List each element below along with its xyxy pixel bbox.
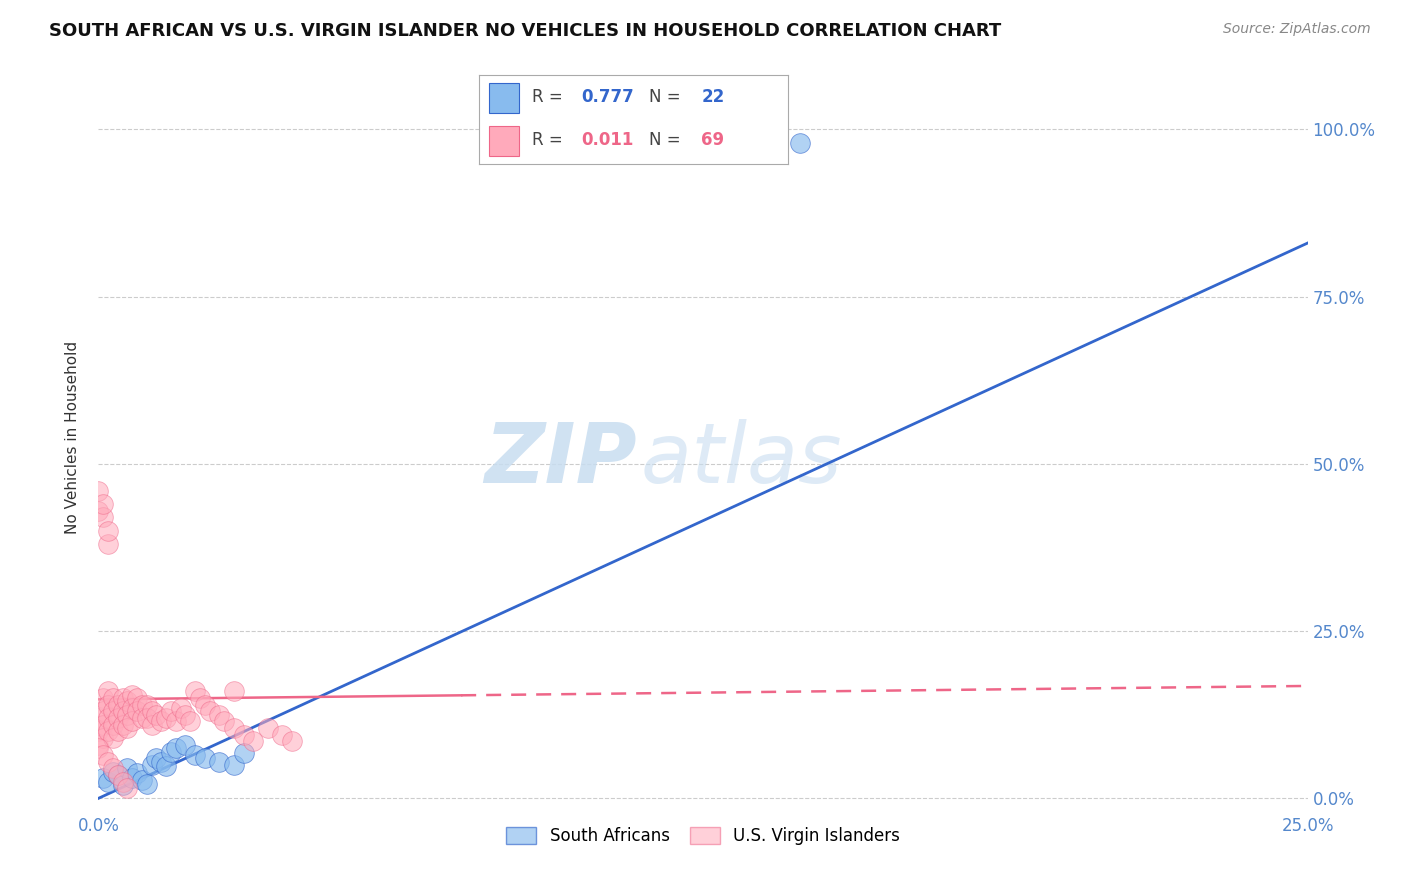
Point bbox=[135, 698, 157, 712]
Point bbox=[87, 738, 110, 752]
Point bbox=[131, 711, 153, 725]
Y-axis label: No Vehicles in Household: No Vehicles in Household bbox=[65, 341, 80, 533]
Point bbox=[141, 717, 163, 731]
Text: atlas: atlas bbox=[640, 419, 842, 500]
Point bbox=[91, 747, 114, 762]
Point bbox=[198, 705, 221, 719]
Point bbox=[111, 774, 134, 789]
Point bbox=[256, 721, 278, 735]
Point bbox=[135, 711, 157, 725]
Point bbox=[121, 714, 143, 729]
Point bbox=[101, 717, 124, 731]
Point bbox=[107, 698, 129, 712]
Point bbox=[232, 728, 254, 742]
Point bbox=[91, 705, 114, 719]
Point bbox=[101, 764, 124, 779]
Point bbox=[117, 781, 139, 796]
Point bbox=[208, 707, 231, 722]
Point bbox=[111, 717, 134, 731]
Point bbox=[87, 724, 110, 739]
Point bbox=[87, 483, 110, 498]
Point bbox=[107, 711, 129, 725]
Point bbox=[117, 761, 139, 775]
Point bbox=[155, 711, 177, 725]
Point bbox=[169, 701, 191, 715]
Point bbox=[107, 768, 129, 782]
Text: SOUTH AFRICAN VS U.S. VIRGIN ISLANDER NO VEHICLES IN HOUSEHOLD CORRELATION CHART: SOUTH AFRICAN VS U.S. VIRGIN ISLANDER NO… bbox=[49, 22, 1001, 40]
Point bbox=[101, 761, 124, 775]
Point bbox=[160, 744, 183, 758]
Point bbox=[141, 705, 163, 719]
Point bbox=[97, 755, 120, 769]
Point bbox=[111, 705, 134, 719]
Point bbox=[101, 691, 124, 706]
Point bbox=[87, 711, 110, 725]
Point bbox=[91, 497, 114, 511]
Point bbox=[101, 731, 124, 746]
Point bbox=[107, 768, 129, 782]
Point bbox=[150, 714, 173, 729]
Point bbox=[789, 136, 811, 150]
Point bbox=[111, 691, 134, 706]
Point bbox=[97, 537, 120, 551]
Point bbox=[160, 705, 183, 719]
Point bbox=[97, 774, 120, 789]
Point bbox=[174, 738, 197, 752]
Point bbox=[91, 771, 114, 786]
Point bbox=[145, 707, 167, 722]
Text: ZIP: ZIP bbox=[484, 419, 637, 500]
Point bbox=[121, 771, 143, 786]
Point bbox=[222, 684, 245, 698]
Point bbox=[155, 759, 177, 773]
Point bbox=[271, 728, 294, 742]
Point bbox=[188, 691, 211, 706]
Point bbox=[222, 721, 245, 735]
Point bbox=[174, 707, 197, 722]
Point bbox=[127, 765, 149, 780]
Text: Source: ZipAtlas.com: Source: ZipAtlas.com bbox=[1223, 22, 1371, 37]
Point bbox=[222, 758, 245, 772]
Point bbox=[121, 701, 143, 715]
Point bbox=[97, 724, 120, 739]
Point bbox=[87, 741, 110, 756]
Point bbox=[212, 714, 235, 729]
Point bbox=[131, 772, 153, 787]
Point bbox=[91, 731, 114, 746]
Point bbox=[135, 776, 157, 791]
Point bbox=[184, 747, 207, 762]
Point bbox=[127, 705, 149, 719]
Point bbox=[117, 694, 139, 708]
Point bbox=[165, 741, 187, 756]
Point bbox=[91, 510, 114, 524]
Point bbox=[165, 714, 187, 729]
Point bbox=[150, 755, 173, 769]
Point bbox=[97, 711, 120, 725]
Point bbox=[208, 755, 231, 769]
Point bbox=[194, 751, 217, 765]
Point bbox=[145, 751, 167, 765]
Point bbox=[111, 778, 134, 792]
Point bbox=[91, 717, 114, 731]
Point bbox=[101, 705, 124, 719]
Point bbox=[97, 684, 120, 698]
Point bbox=[127, 691, 149, 706]
Point bbox=[107, 724, 129, 739]
Point bbox=[121, 688, 143, 702]
Point bbox=[242, 734, 264, 748]
Point bbox=[141, 758, 163, 772]
Point bbox=[179, 714, 201, 729]
Point bbox=[87, 503, 110, 517]
Point bbox=[194, 698, 217, 712]
Point bbox=[184, 684, 207, 698]
Point bbox=[117, 721, 139, 735]
Point bbox=[117, 707, 139, 722]
Point bbox=[232, 746, 254, 760]
Point bbox=[97, 698, 120, 712]
Point bbox=[281, 734, 304, 748]
Point bbox=[131, 698, 153, 712]
Legend: South Africans, U.S. Virgin Islanders: South Africans, U.S. Virgin Islanders bbox=[499, 821, 907, 852]
Point bbox=[91, 691, 114, 706]
Point bbox=[97, 524, 120, 538]
